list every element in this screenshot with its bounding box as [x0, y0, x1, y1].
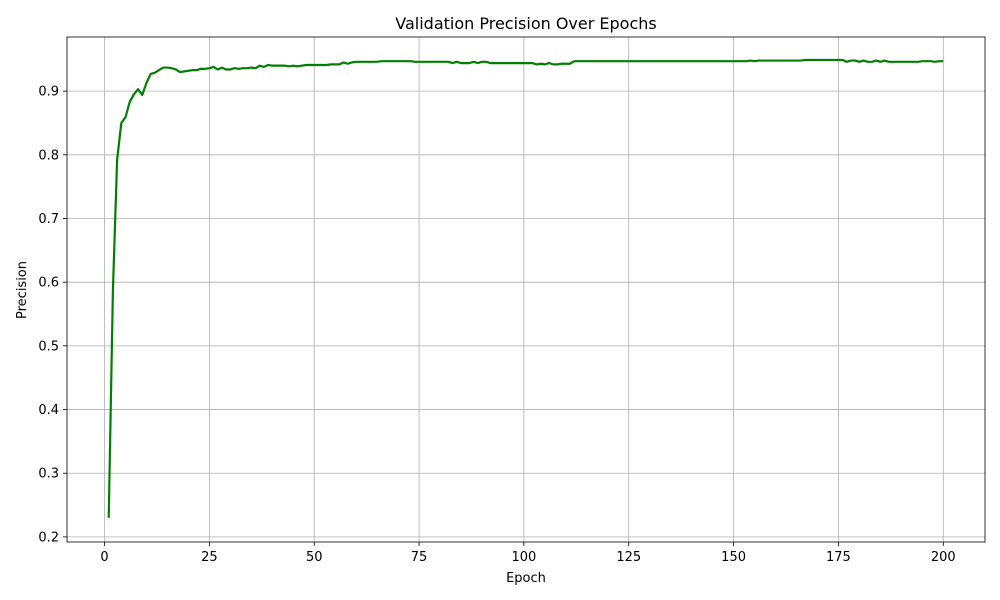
x-tick-label: 50: [306, 550, 323, 565]
plot-frame: [66, 36, 986, 543]
data-line: [107, 58, 944, 518]
y-tick-label: 0.7: [38, 212, 59, 227]
x-tick-label: 150: [721, 550, 746, 565]
y-tick-label: 0.6: [38, 276, 59, 291]
x-tick-label: 25: [201, 550, 218, 565]
y-tick-label: 0.4: [38, 403, 59, 418]
y-axis-label: Precision: [15, 261, 30, 319]
x-tick-label: 100: [511, 550, 536, 565]
y-tick-label: 0.3: [38, 467, 59, 482]
y-tick-label: 0.8: [38, 148, 59, 163]
x-tick-label: 175: [826, 550, 851, 565]
y-tick-label: 0.2: [38, 530, 59, 545]
x-tick-label: 125: [616, 550, 641, 565]
chart-title: Validation Precision Over Epochs: [395, 14, 656, 33]
y-tick-label: 0.5: [38, 339, 59, 354]
x-tick-label: 0: [100, 550, 108, 565]
y-tick-label: 0.9: [38, 85, 59, 100]
x-axis-label: Epoch: [506, 571, 546, 586]
x-tick-label: 200: [931, 550, 956, 565]
x-tick-label: 75: [411, 550, 428, 565]
